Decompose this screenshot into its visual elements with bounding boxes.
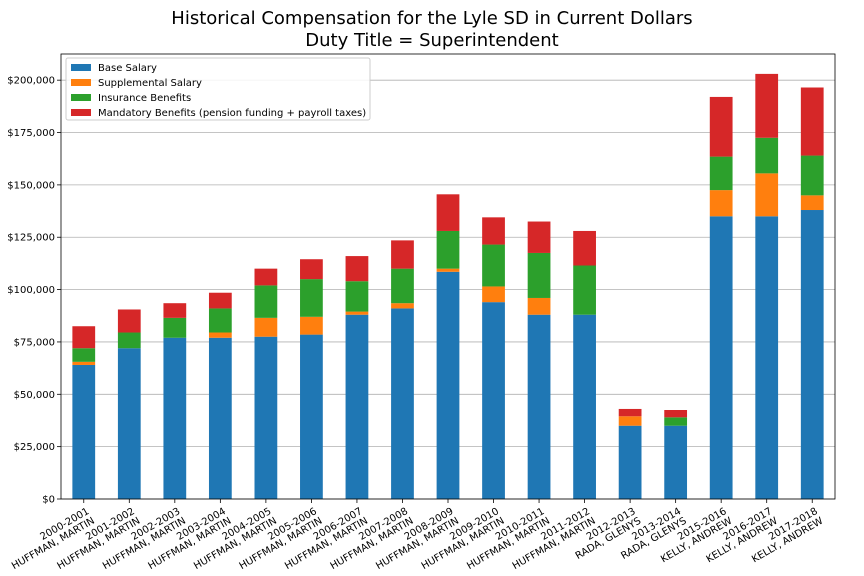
legend-label: Insurance Benefits [98, 93, 191, 104]
bar-segment [573, 265, 596, 315]
bar-segment [163, 337, 187, 499]
y-tick-label: $75,000 [14, 337, 55, 348]
y-tick-label: $175,000 [7, 128, 55, 139]
bar-segment [208, 337, 232, 499]
bar-segment [618, 425, 642, 499]
bar-segment [436, 230, 460, 269]
y-tick-label: $125,000 [7, 233, 55, 244]
bar-segment [800, 210, 824, 499]
bar-segment [709, 216, 733, 499]
bar-segment [117, 332, 141, 349]
bar-segment [72, 326, 96, 349]
bar-segment [436, 194, 460, 231]
bar-segment [709, 156, 733, 191]
bar-segment [527, 221, 551, 253]
y-tick-label: $25,000 [14, 442, 55, 453]
bar-segment [391, 268, 414, 304]
bar-segment [345, 256, 369, 282]
bar-segment [482, 244, 505, 287]
y-tick-label: $200,000 [7, 76, 55, 87]
bar-segment [527, 297, 551, 315]
legend-swatch [71, 79, 91, 86]
axes-frame [60, 53, 836, 500]
bar-segment [800, 195, 824, 211]
bar-segment [208, 292, 232, 309]
bar-segment [208, 332, 232, 338]
bar-segment [482, 286, 505, 303]
bar-segment [208, 308, 232, 333]
y-tick-label: $100,000 [7, 285, 55, 296]
bar-segment [72, 348, 96, 362]
bar-segment [72, 364, 96, 499]
bar-segment [117, 309, 141, 333]
bar-segment [436, 271, 460, 499]
bar-segment [527, 252, 551, 298]
bar-segment [391, 303, 414, 309]
x-tick-label: 2000-2001HUFFMAN, MARTIN [4, 506, 96, 572]
legend-label: Supplemental Salary [98, 78, 202, 89]
chart-title: Historical Compensation for the Lyle SD … [171, 8, 693, 29]
bar-segment [300, 279, 323, 317]
bar-segment [254, 336, 278, 499]
y-tick-label: $0 [42, 495, 55, 506]
bar-segment [755, 216, 779, 499]
legend-swatch [71, 94, 91, 101]
bar-segment [300, 316, 323, 335]
y-tick-label: $50,000 [14, 390, 55, 401]
bar-segment [391, 308, 414, 499]
bar-segment [527, 314, 551, 499]
bar-segment [800, 87, 824, 156]
legend-swatch [71, 109, 91, 116]
bar-segment [573, 314, 596, 499]
bar-segment [618, 416, 642, 426]
bar-segment [709, 190, 733, 217]
bar-segment [345, 314, 369, 499]
bar-segment [391, 240, 414, 269]
legend-label: Mandatory Benefits (pension funding + pa… [98, 108, 366, 119]
bar-segment [664, 417, 688, 426]
bar-segment [573, 230, 596, 266]
legend-swatch [71, 64, 91, 71]
bar-segment [664, 425, 688, 499]
bar-segment [254, 317, 278, 337]
bar-segment [300, 334, 323, 499]
bar-segment [117, 348, 141, 499]
bar-segment [755, 173, 779, 217]
legend-label: Base Salary [98, 63, 157, 74]
y-tick-label: $150,000 [7, 180, 55, 191]
bar-segment [755, 137, 779, 174]
bar-segment [436, 268, 460, 272]
bar-segment [345, 311, 369, 315]
bar-segment [709, 96, 733, 157]
bar-segment [482, 302, 505, 499]
bar-segment [664, 410, 688, 418]
bar-segment [482, 217, 505, 245]
bar-segment [163, 317, 187, 338]
bar-segment [345, 281, 369, 312]
bar-segment [300, 259, 323, 280]
bar-segment [163, 303, 187, 318]
bar-segment [254, 285, 278, 318]
bar-segment [618, 408, 642, 417]
chart-subtitle: Duty Title = Superintendent [305, 30, 559, 51]
bar-segment [72, 361, 96, 365]
bar-segment [800, 155, 824, 196]
legend [65, 57, 371, 121]
bar-segment [755, 73, 779, 138]
bar-segment [254, 268, 278, 286]
